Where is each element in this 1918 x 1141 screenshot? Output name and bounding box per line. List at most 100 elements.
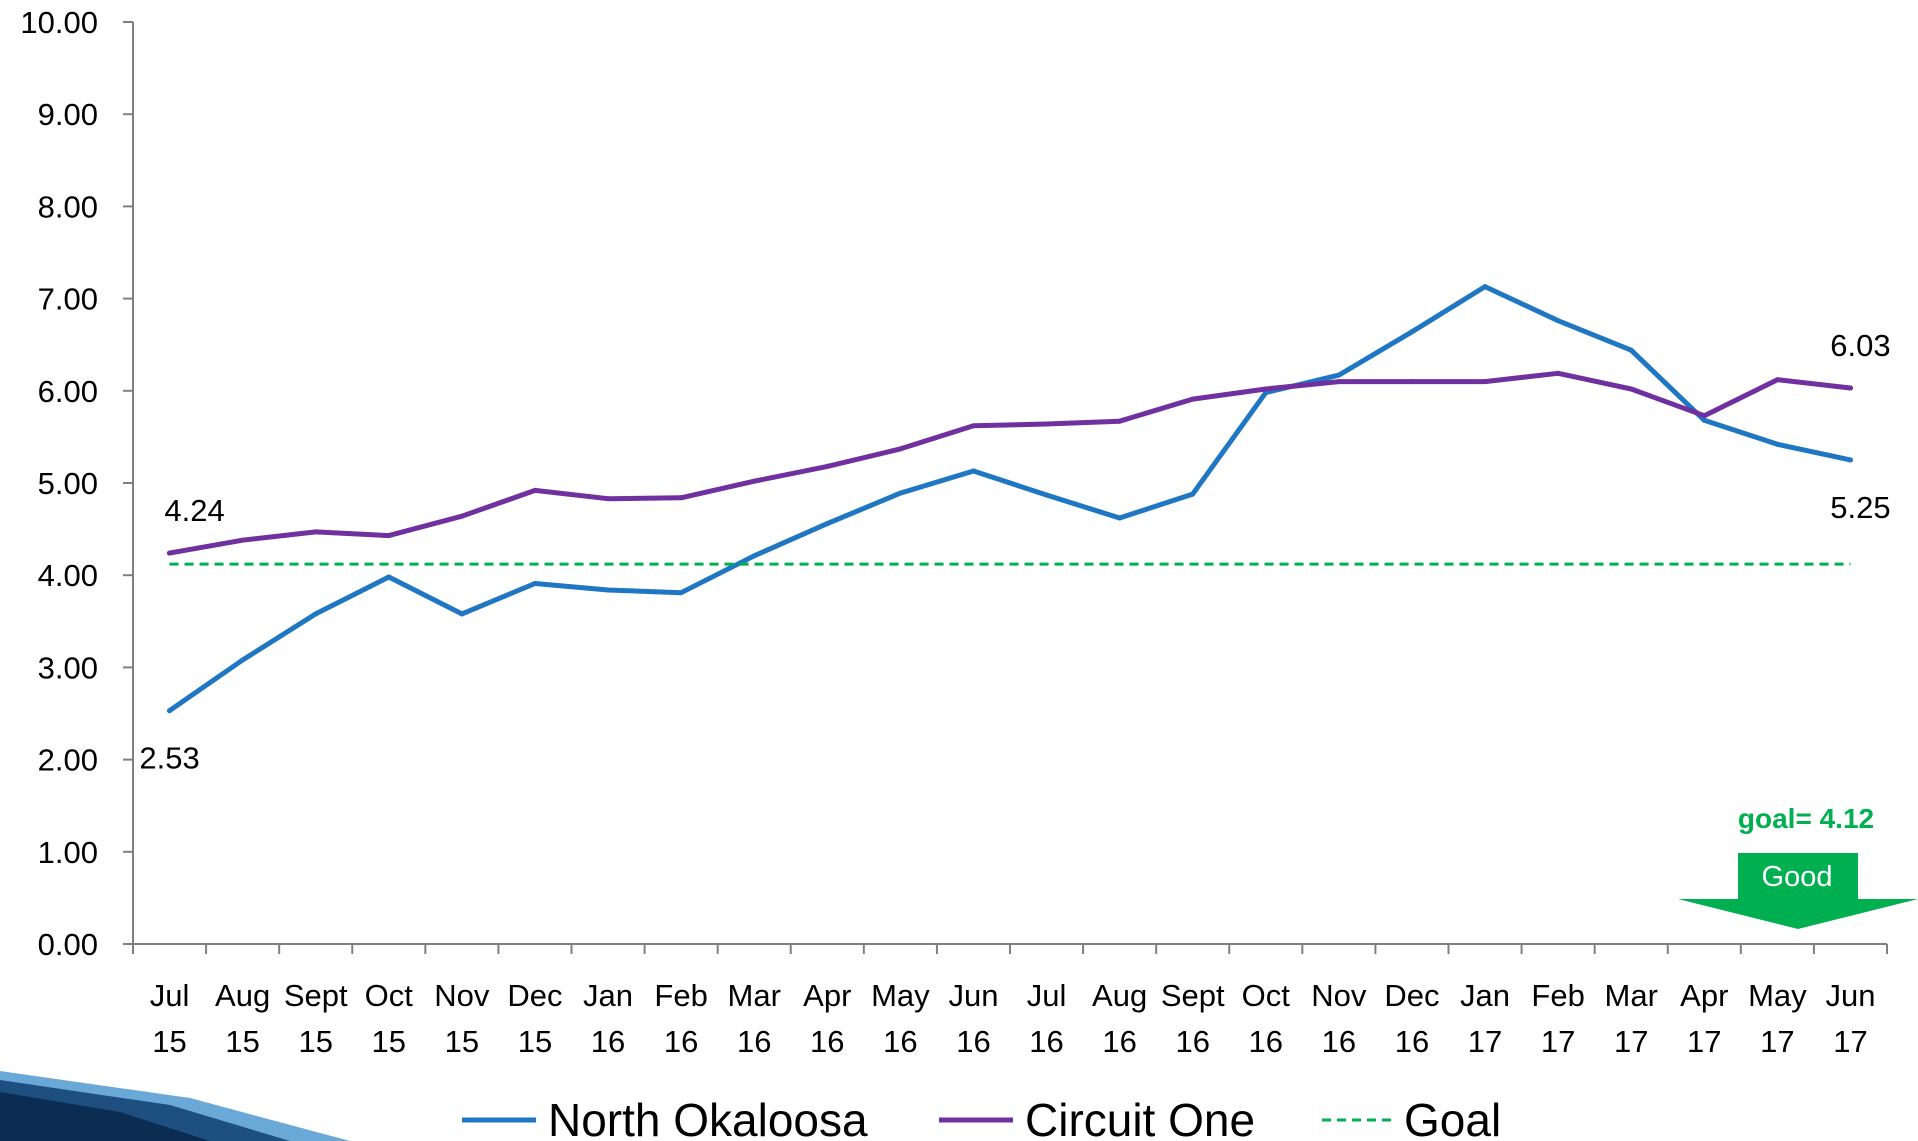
good-arrow-icon: Good	[1678, 853, 1918, 929]
x-tick-label-month: Jun	[1825, 978, 1875, 1013]
data-point-circuit-one	[1774, 377, 1780, 383]
x-tick-label-month: Mar	[728, 978, 781, 1013]
data-label: 2.53	[139, 741, 199, 776]
x-tick-label-year: 16	[1175, 1024, 1209, 1059]
x-tick-label-year: 16	[883, 1024, 917, 1059]
y-tick-label: 10.00	[20, 5, 98, 40]
data-point-circuit-one	[1190, 396, 1196, 402]
data-point-circuit-one	[605, 496, 611, 502]
data-point-circuit-one	[751, 478, 757, 484]
data-point-north-okaloosa	[1555, 318, 1561, 324]
data-point-north-okaloosa	[897, 490, 903, 496]
x-tick-label-year: 16	[810, 1024, 844, 1059]
data-point-north-okaloosa	[605, 587, 611, 593]
data-point-circuit-one	[970, 423, 976, 429]
x-tick-label-year: 16	[1249, 1024, 1283, 1059]
data-point-north-okaloosa	[1336, 372, 1342, 378]
y-tick-label: 9.00	[38, 97, 98, 132]
x-tick-label-year: 16	[1102, 1024, 1136, 1059]
data-point-north-okaloosa	[678, 590, 684, 596]
y-tick-label: 1.00	[38, 835, 98, 870]
data-point-circuit-one	[1044, 421, 1050, 427]
x-tick-label-month: Dec	[1384, 978, 1439, 1013]
x-tick-label-year: 16	[1029, 1024, 1063, 1059]
x-tick-label-year: 16	[664, 1024, 698, 1059]
x-tick-label-month: Nov	[1311, 978, 1367, 1013]
data-point-north-okaloosa	[824, 521, 830, 527]
data-point-circuit-one	[1263, 386, 1269, 392]
legend-label: Circuit One	[1025, 1094, 1255, 1141]
x-tick-label-year: 16	[956, 1024, 990, 1059]
x-tick-label-month: Aug	[215, 978, 270, 1013]
data-point-north-okaloosa	[532, 580, 538, 586]
data-point-north-okaloosa	[313, 611, 319, 617]
data-point-circuit-one	[897, 446, 903, 452]
data-point-north-okaloosa	[1628, 347, 1634, 353]
x-tick-label-month: Jan	[1460, 978, 1510, 1013]
data-point-circuit-one	[1701, 413, 1707, 419]
x-tick-label-month: Jun	[948, 978, 998, 1013]
data-point-north-okaloosa	[1847, 457, 1853, 463]
x-tick-label-year: 17	[1687, 1024, 1721, 1059]
x-tick-label-month: Oct	[365, 978, 414, 1013]
y-tick-label: 3.00	[38, 650, 98, 685]
x-tick-label-month: May	[871, 978, 930, 1013]
series-line-north-okaloosa	[167, 284, 1853, 714]
x-tick-label-month: Dec	[507, 978, 562, 1013]
data-point-north-okaloosa	[386, 574, 392, 580]
x-tick-label-month: Sept	[284, 978, 348, 1013]
series-line-circuit-one	[167, 370, 1853, 556]
data-point-circuit-one	[386, 533, 392, 539]
x-tick-label-year: 16	[1395, 1024, 1429, 1059]
data-point-circuit-one	[1847, 385, 1853, 391]
x-tick-label-year: 17	[1833, 1024, 1867, 1059]
data-point-circuit-one	[459, 513, 465, 519]
x-tick-label-year: 15	[518, 1024, 552, 1059]
x-tick-label-year: 15	[372, 1024, 406, 1059]
legend-label: Goal	[1404, 1094, 1501, 1141]
y-tick-label: 7.00	[38, 282, 98, 317]
x-tick-label-month: Apr	[1680, 978, 1728, 1013]
data-point-north-okaloosa	[459, 611, 465, 617]
data-point-north-okaloosa	[167, 708, 173, 714]
x-tick-label-year: 15	[445, 1024, 479, 1059]
data-point-north-okaloosa	[1044, 492, 1050, 498]
data-point-circuit-one	[1482, 379, 1488, 385]
y-tick-label: 4.00	[38, 558, 98, 593]
data-label: 5.25	[1830, 490, 1890, 525]
data-point-north-okaloosa	[751, 553, 757, 559]
y-tick-label: 2.00	[38, 743, 98, 778]
data-point-circuit-one	[1628, 386, 1634, 392]
x-tick-label-month: Feb	[654, 978, 707, 1013]
data-point-north-okaloosa	[1117, 515, 1123, 521]
goal-note: goal= 4.12	[1738, 803, 1874, 834]
x-tick-label-year: 15	[298, 1024, 332, 1059]
data-point-circuit-one	[313, 529, 319, 535]
x-tick-label-month: Sept	[1161, 978, 1225, 1013]
data-point-north-okaloosa	[1482, 284, 1488, 290]
data-point-circuit-one	[1409, 379, 1415, 385]
data-label: 6.03	[1830, 328, 1890, 363]
y-tick-label: 6.00	[38, 374, 98, 409]
data-point-circuit-one	[532, 487, 538, 493]
data-point-circuit-one	[240, 537, 246, 543]
x-tick-label-year: 16	[737, 1024, 771, 1059]
y-axis-ticks: 0.00 1.00 2.00 3.00 4.00 5.00 6.00 7.00 8.00 9.00…	[20, 5, 133, 962]
x-tick-label-month: Feb	[1531, 978, 1584, 1013]
data-label: 4.24	[164, 493, 224, 528]
x-tick-label-year: 17	[1760, 1024, 1794, 1059]
data-labels: 4.24 2.53 6.03 5.25	[139, 328, 1890, 776]
x-tick-label-month: Oct	[1242, 978, 1291, 1013]
y-tick-label: 8.00	[38, 189, 98, 224]
x-tick-label-year: 16	[1322, 1024, 1356, 1059]
y-tick-label: 5.00	[38, 466, 98, 501]
x-tick-label-month: Mar	[1605, 978, 1658, 1013]
data-point-circuit-one	[824, 463, 830, 469]
corner-swoosh-decoration	[0, 1071, 350, 1141]
good-label: Good	[1762, 861, 1833, 893]
data-point-north-okaloosa	[240, 657, 246, 663]
x-tick-label-year: 17	[1541, 1024, 1575, 1059]
data-point-north-okaloosa	[1774, 441, 1780, 447]
x-tick-label-year: 17	[1614, 1024, 1648, 1059]
